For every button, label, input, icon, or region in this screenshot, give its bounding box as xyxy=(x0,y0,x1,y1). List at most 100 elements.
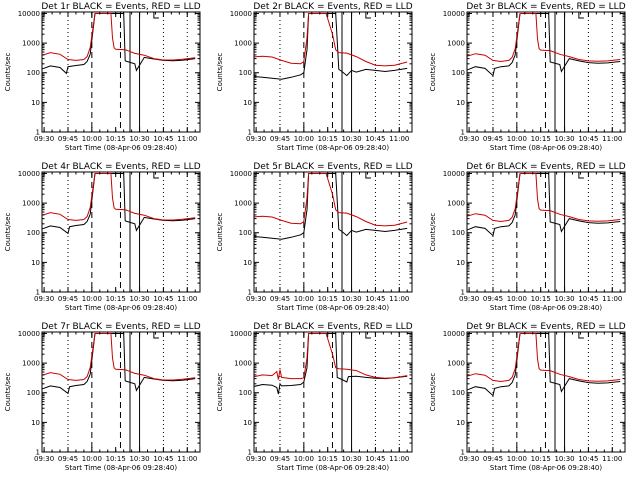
x-axis-label: Start Time (08-Apr-06 09:28:40) xyxy=(65,304,177,312)
x-tick-label: 10:15 xyxy=(106,135,126,143)
y-tick-label: 1 xyxy=(36,129,40,137)
x-tick-label: 10:15 xyxy=(531,135,551,143)
y-tick-label: 1 xyxy=(461,449,465,457)
x-tick-label: 10:45 xyxy=(578,295,598,303)
x-tick-label: 10:45 xyxy=(578,455,598,463)
y-tick-label: 10000 xyxy=(230,330,252,338)
x-tick-label: 10:00 xyxy=(507,135,527,143)
x-tick-label: 11:00 xyxy=(177,455,197,463)
y-tick-label: 1 xyxy=(461,289,465,297)
events-series-line xyxy=(254,173,408,240)
x-tick-label: 09:30 xyxy=(34,135,54,143)
x-tick-label: 10:45 xyxy=(153,295,173,303)
y-tick-label: 100 xyxy=(27,229,40,237)
x-tick-label: 10:45 xyxy=(153,455,173,463)
x-tick-label: 09:30 xyxy=(459,135,479,143)
events-series-line xyxy=(254,333,408,395)
y-axis-label: Counts/sec xyxy=(429,213,437,252)
lld-series-line xyxy=(254,333,408,380)
y-tick-label: 10000 xyxy=(18,170,40,178)
x-tick-label: 10:30 xyxy=(129,455,149,463)
y-tick-label: 10000 xyxy=(443,170,465,178)
x-axis-label: Start Time (08-Apr-06 09:28:40) xyxy=(65,144,177,152)
x-tick-label: 09:45 xyxy=(58,135,78,143)
y-tick-label: 1 xyxy=(248,129,252,137)
y-tick-label: 100 xyxy=(452,229,465,237)
plot-frame xyxy=(253,171,413,293)
lld-series-line xyxy=(467,173,621,223)
events-series-line xyxy=(42,173,196,235)
x-tick-label: 10:30 xyxy=(129,295,149,303)
events-series-line xyxy=(42,333,196,395)
y-tick-label: 1000 xyxy=(447,200,465,208)
x-tick-label: 10:30 xyxy=(341,295,361,303)
lld-series-line xyxy=(254,173,408,227)
plot-frame xyxy=(253,11,413,133)
y-axis-label: Counts/sec xyxy=(4,213,12,252)
interval-marker xyxy=(578,172,584,179)
x-tick-label: 10:30 xyxy=(341,455,361,463)
y-tick-label: 1000 xyxy=(447,360,465,368)
interval-marker xyxy=(578,332,584,339)
y-tick-label: 100 xyxy=(452,389,465,397)
x-tick-label: 09:30 xyxy=(246,135,266,143)
detector-panel: Det 5r BLACK = Events, RED = LLD 1 10 100 10… xyxy=(216,162,413,312)
y-tick-label: 1000 xyxy=(234,360,252,368)
x-tick-label: 10:15 xyxy=(106,295,126,303)
panel-title: Det 4r BLACK = Events, RED = LLD xyxy=(41,162,200,172)
panel-title: Det 2r BLACK = Events, RED = LLD xyxy=(253,2,412,12)
detector-panel: Det 4r BLACK = Events, RED = LLD 1 10 100 10… xyxy=(4,162,201,312)
x-tick-label: 10:45 xyxy=(365,455,385,463)
y-tick-label: 10 xyxy=(456,259,465,267)
lld-series-line xyxy=(42,13,196,61)
panel-title: Det 9r BLACK = Events, RED = LLD xyxy=(466,322,625,332)
x-tick-label: 10:45 xyxy=(578,135,598,143)
plot-frame xyxy=(466,331,626,453)
x-axis-label: Start Time (08-Apr-06 09:28:40) xyxy=(277,304,389,312)
lld-series-line xyxy=(254,13,408,67)
y-tick-label: 10000 xyxy=(230,10,252,18)
y-axis-label: Counts/sec xyxy=(216,213,224,252)
x-tick-label: 11:00 xyxy=(389,455,409,463)
y-tick-label: 10 xyxy=(456,99,465,107)
y-tick-label: 10 xyxy=(31,419,40,427)
y-tick-label: 1000 xyxy=(234,200,252,208)
x-tick-label: 11:00 xyxy=(602,135,622,143)
x-tick-label: 09:45 xyxy=(270,135,290,143)
y-tick-label: 100 xyxy=(239,69,252,77)
x-tick-label: 10:15 xyxy=(318,135,338,143)
y-tick-label: 100 xyxy=(239,229,252,237)
x-tick-label: 09:30 xyxy=(459,295,479,303)
lld-series-line xyxy=(42,333,196,381)
x-tick-label: 10:45 xyxy=(365,295,385,303)
plot-frame xyxy=(41,171,201,293)
y-tick-label: 1000 xyxy=(22,360,40,368)
interval-marker xyxy=(153,332,159,339)
plot-frame xyxy=(41,331,201,453)
x-tick-label: 10:00 xyxy=(82,135,102,143)
interval-marker xyxy=(365,332,371,339)
interval-marker xyxy=(153,12,159,19)
interval-marker xyxy=(365,172,371,179)
y-tick-label: 100 xyxy=(452,69,465,77)
x-tick-label: 10:30 xyxy=(341,135,361,143)
x-axis-label: Start Time (08-Apr-06 09:28:40) xyxy=(490,304,602,312)
x-tick-label: 10:15 xyxy=(318,455,338,463)
y-tick-label: 10 xyxy=(31,99,40,107)
plot-frame xyxy=(253,331,413,453)
x-tick-label: 10:30 xyxy=(129,135,149,143)
x-tick-label: 10:45 xyxy=(365,135,385,143)
x-tick-label: 10:00 xyxy=(82,295,102,303)
y-tick-label: 1 xyxy=(248,289,252,297)
panel-title: Det 8r BLACK = Events, RED = LLD xyxy=(253,322,412,332)
y-tick-label: 1 xyxy=(36,449,40,457)
x-tick-label: 10:15 xyxy=(531,295,551,303)
x-axis-label: Start Time (08-Apr-06 09:28:40) xyxy=(490,144,602,152)
interval-marker xyxy=(578,12,584,19)
x-tick-label: 10:00 xyxy=(294,135,314,143)
x-tick-label: 09:30 xyxy=(246,455,266,463)
y-tick-label: 1000 xyxy=(447,40,465,48)
x-axis-label: Start Time (08-Apr-06 09:28:40) xyxy=(490,464,602,472)
panel-title: Det 3r BLACK = Events, RED = LLD xyxy=(466,2,625,12)
panel-title: Det 1r BLACK = Events, RED = LLD xyxy=(41,2,200,12)
